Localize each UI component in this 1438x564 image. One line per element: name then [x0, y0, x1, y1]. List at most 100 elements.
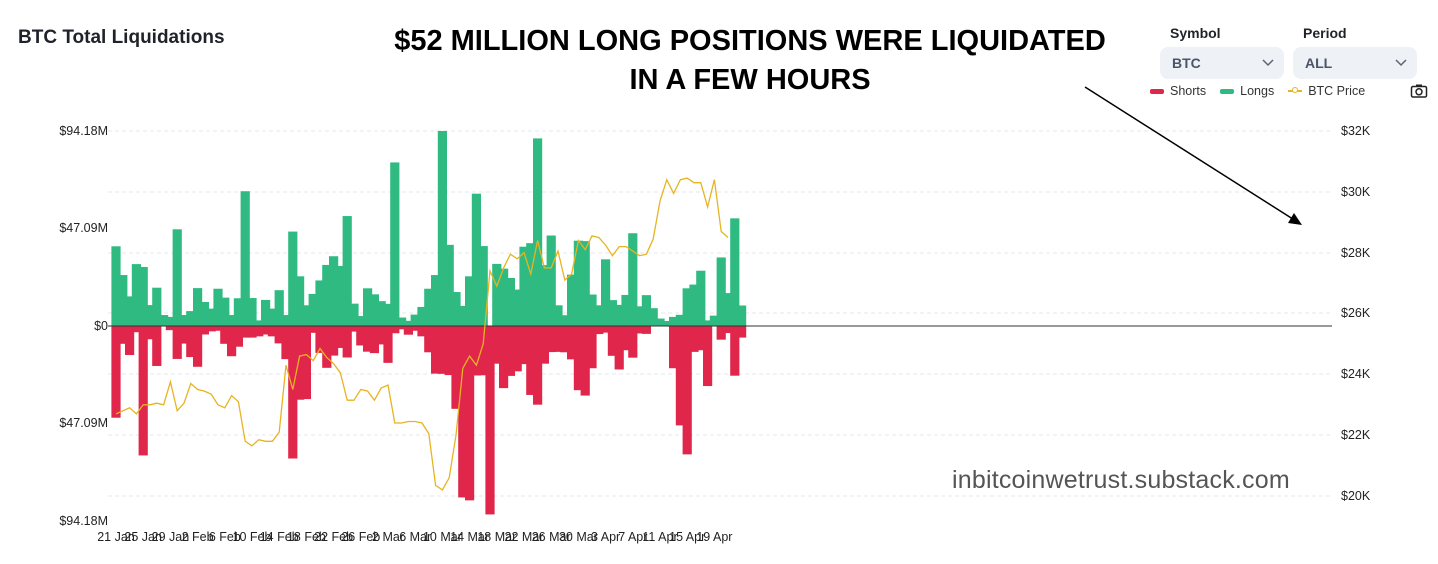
shorts-bar[interactable]	[356, 326, 366, 346]
longs-bar[interactable]	[505, 277, 515, 326]
shorts-bar[interactable]	[247, 326, 257, 338]
longs-bar[interactable]	[227, 315, 237, 326]
shorts-bar[interactable]	[669, 326, 679, 369]
longs-bar[interactable]	[655, 318, 665, 326]
shorts-bar[interactable]	[240, 326, 250, 338]
shorts-bar[interactable]	[499, 326, 509, 389]
shorts-bar[interactable]	[594, 326, 604, 335]
longs-bar[interactable]	[560, 315, 570, 326]
shorts-bar[interactable]	[111, 326, 121, 418]
shorts-bar[interactable]	[125, 326, 135, 355]
longs-bar[interactable]	[641, 295, 651, 326]
shorts-bar[interactable]	[437, 326, 447, 374]
longs-bar[interactable]	[709, 315, 719, 326]
longs-bar[interactable]	[240, 191, 250, 326]
longs-bar[interactable]	[730, 218, 740, 326]
shorts-bar[interactable]	[465, 326, 475, 501]
shorts-bar[interactable]	[580, 326, 590, 396]
shorts-bar[interactable]	[206, 326, 216, 332]
shorts-bar[interactable]	[335, 326, 345, 348]
longs-bar[interactable]	[165, 316, 175, 326]
shorts-bar[interactable]	[573, 326, 583, 391]
longs-bar[interactable]	[737, 305, 747, 326]
longs-bar[interactable]	[689, 284, 699, 326]
longs-bar[interactable]	[233, 298, 243, 326]
longs-bar[interactable]	[635, 306, 645, 326]
shorts-bar[interactable]	[220, 326, 230, 344]
longs-bar[interactable]	[512, 289, 522, 326]
longs-bar[interactable]	[451, 292, 461, 326]
shorts-bar[interactable]	[485, 326, 495, 515]
longs-bar[interactable]	[247, 298, 257, 326]
longs-bar[interactable]	[267, 308, 277, 326]
shorts-bar[interactable]	[689, 326, 699, 352]
longs-bar[interactable]	[206, 308, 216, 326]
longs-bar[interactable]	[437, 130, 447, 326]
longs-bar[interactable]	[152, 287, 162, 326]
longs-bar[interactable]	[363, 288, 373, 326]
longs-bar[interactable]	[594, 305, 604, 326]
longs-bar[interactable]	[295, 276, 305, 326]
longs-bar[interactable]	[580, 241, 590, 326]
longs-bar[interactable]	[614, 304, 624, 326]
shorts-bar[interactable]	[567, 326, 577, 360]
shorts-bar[interactable]	[512, 326, 522, 372]
shorts-bar[interactable]	[233, 326, 243, 347]
longs-bar[interactable]	[138, 266, 148, 326]
shorts-bar[interactable]	[403, 326, 413, 335]
shorts-bar[interactable]	[424, 326, 434, 353]
longs-bar[interactable]	[539, 265, 549, 326]
shorts-bar[interactable]	[227, 326, 237, 357]
shorts-bar[interactable]	[451, 326, 461, 409]
shorts-bar[interactable]	[152, 326, 162, 366]
shorts-bar[interactable]	[703, 326, 713, 387]
longs-bar[interactable]	[193, 288, 203, 326]
longs-bar[interactable]	[662, 321, 672, 326]
longs-bar[interactable]	[131, 264, 141, 326]
shorts-bar[interactable]	[118, 326, 128, 344]
shorts-bar[interactable]	[295, 326, 305, 400]
longs-bar[interactable]	[390, 162, 400, 326]
longs-bar[interactable]	[403, 320, 413, 326]
longs-bar[interactable]	[329, 256, 339, 326]
longs-bar[interactable]	[118, 275, 128, 326]
longs-bar[interactable]	[397, 317, 407, 326]
longs-bar[interactable]	[111, 246, 121, 326]
shorts-bar[interactable]	[267, 326, 277, 337]
longs-bar[interactable]	[696, 270, 706, 326]
shorts-bar[interactable]	[478, 326, 488, 376]
longs-bar[interactable]	[335, 265, 345, 326]
longs-bar[interactable]	[349, 303, 359, 326]
shorts-bar[interactable]	[641, 326, 651, 334]
shorts-bar[interactable]	[254, 326, 264, 337]
longs-bar[interactable]	[199, 301, 209, 326]
longs-bar[interactable]	[261, 299, 271, 326]
shorts-bar[interactable]	[138, 326, 148, 456]
longs-bar[interactable]	[431, 275, 441, 326]
shorts-bar[interactable]	[397, 326, 407, 330]
longs-bar[interactable]	[410, 314, 420, 326]
shorts-bar[interactable]	[172, 326, 182, 359]
shorts-bar[interactable]	[607, 326, 617, 356]
shorts-bar[interactable]	[539, 326, 549, 364]
shorts-bar[interactable]	[587, 326, 597, 369]
shorts-bar[interactable]	[730, 326, 740, 376]
shorts-bar[interactable]	[342, 326, 352, 358]
shorts-bar[interactable]	[193, 326, 203, 367]
longs-bar[interactable]	[301, 305, 311, 326]
longs-bar[interactable]	[159, 315, 169, 326]
longs-bar[interactable]	[519, 246, 529, 326]
longs-bar[interactable]	[383, 303, 393, 326]
longs-bar[interactable]	[308, 293, 318, 326]
shorts-bar[interactable]	[601, 326, 611, 333]
longs-bar[interactable]	[648, 308, 658, 326]
longs-bar[interactable]	[601, 259, 611, 326]
legend-item-btc-price[interactable]: BTC Price	[1288, 84, 1365, 98]
longs-bar[interactable]	[179, 315, 189, 326]
longs-bar[interactable]	[675, 314, 685, 326]
symbol-select[interactable]: BTC	[1160, 47, 1284, 79]
longs-bar[interactable]	[492, 263, 502, 326]
longs-bar[interactable]	[274, 290, 284, 326]
shorts-bar[interactable]	[546, 326, 556, 353]
shorts-bar[interactable]	[471, 326, 481, 376]
